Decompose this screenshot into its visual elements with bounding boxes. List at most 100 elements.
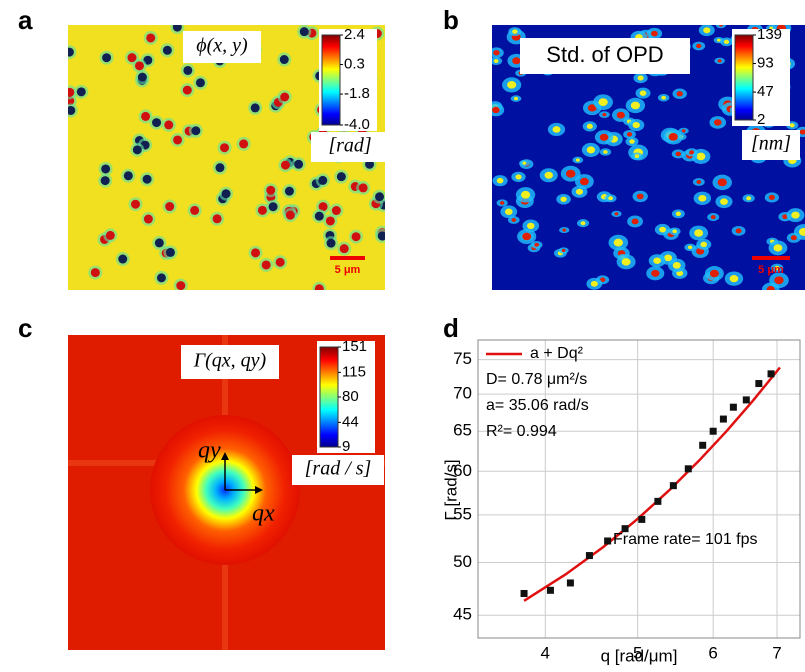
- blob-core: [580, 221, 586, 226]
- particle: [141, 111, 151, 121]
- arrow-head: [221, 452, 229, 460]
- particle: [261, 260, 271, 270]
- annotation: Frame rate= 101 fps: [613, 531, 758, 548]
- blob-core: [587, 104, 597, 112]
- blob-core: [586, 146, 596, 154]
- particle: [266, 185, 276, 195]
- blob-core: [552, 126, 561, 133]
- blob-core: [504, 208, 513, 215]
- particle: [68, 105, 76, 115]
- title-box: [181, 345, 279, 379]
- particle: [339, 244, 349, 254]
- blob-core: [687, 245, 693, 250]
- blob-core: [675, 151, 682, 157]
- legend-label: a + Dq²: [530, 345, 584, 362]
- blob-core: [586, 123, 593, 129]
- particle: [190, 205, 200, 215]
- particle: [134, 61, 144, 71]
- blob-core: [782, 214, 788, 220]
- blob-core: [789, 123, 795, 128]
- blob-core: [512, 29, 518, 34]
- particle: [221, 189, 231, 199]
- blob-core: [500, 201, 505, 205]
- title-box: [520, 38, 690, 74]
- blob-core: [630, 101, 641, 110]
- point: [566, 579, 574, 587]
- particle: [377, 231, 385, 241]
- particle: [137, 72, 147, 82]
- particle: [176, 281, 186, 290]
- point: [699, 441, 707, 449]
- blob-core: [729, 275, 739, 283]
- colorbar-label: 93: [757, 55, 774, 72]
- particle: [183, 65, 193, 75]
- colorbar: [319, 346, 339, 448]
- blob-core: [723, 39, 730, 45]
- particle: [314, 284, 324, 290]
- particle: [132, 145, 142, 155]
- axis-name: qy: [198, 438, 221, 464]
- point: [520, 589, 528, 597]
- particle: [280, 160, 290, 170]
- blob-core: [603, 150, 608, 154]
- blob-core: [709, 269, 719, 278]
- point: [638, 515, 646, 523]
- blob-core: [562, 228, 567, 232]
- blob-core: [717, 178, 727, 187]
- blob-core: [534, 242, 539, 247]
- blob-core: [626, 132, 633, 137]
- particle: [165, 202, 175, 212]
- y-tick-label: 55: [453, 504, 472, 523]
- blob-core: [629, 139, 635, 144]
- point: [585, 552, 593, 560]
- unit: [nm]: [751, 133, 791, 155]
- blob-core: [526, 222, 535, 230]
- particle: [68, 87, 75, 97]
- blob-core: [799, 129, 805, 135]
- blob-core: [560, 196, 567, 202]
- blob-core: [520, 190, 531, 199]
- annotation: a= 35.06 rad/s: [486, 397, 589, 414]
- blob-core: [522, 161, 527, 165]
- particle: [257, 205, 267, 215]
- blob-core: [716, 38, 721, 42]
- blob-core: [634, 154, 640, 159]
- blob-core: [774, 265, 780, 271]
- blob-core: [766, 286, 775, 290]
- blob-core: [598, 98, 608, 107]
- particle: [375, 192, 385, 202]
- blob-core: [507, 81, 517, 89]
- particle: [101, 164, 111, 174]
- unit-box: [292, 455, 384, 485]
- blob-core: [493, 58, 499, 63]
- particle: [165, 247, 175, 257]
- particle: [191, 126, 201, 136]
- x-tick-label: 7: [772, 643, 781, 662]
- colorbar-label: 9: [342, 438, 350, 455]
- colorbar-label: 80: [342, 388, 359, 405]
- blob-core: [515, 174, 522, 180]
- fit-line: [523, 366, 781, 602]
- particle: [215, 163, 225, 173]
- particle: [162, 45, 172, 55]
- particle: [318, 202, 328, 212]
- blob-core: [608, 196, 613, 201]
- blob-core: [493, 50, 500, 56]
- blob-core: [717, 59, 722, 63]
- blob-core: [496, 177, 504, 184]
- blob-core: [599, 133, 609, 141]
- panel-title: Γ(qx, qy): [193, 350, 267, 372]
- blob-core: [698, 194, 707, 202]
- plot-frame: [477, 339, 801, 639]
- particle: [123, 171, 133, 181]
- blob-core: [713, 119, 722, 126]
- panel-title: Std. of OPD: [546, 42, 663, 67]
- blob-core: [672, 229, 678, 234]
- blob-core: [703, 27, 711, 34]
- blob-core: [514, 96, 518, 101]
- annotation: D= 0.78 μm²/s: [486, 371, 587, 388]
- title-box: [183, 31, 261, 63]
- blob-core: [675, 211, 682, 217]
- blob-core: [668, 133, 678, 141]
- blob-core: [773, 244, 783, 252]
